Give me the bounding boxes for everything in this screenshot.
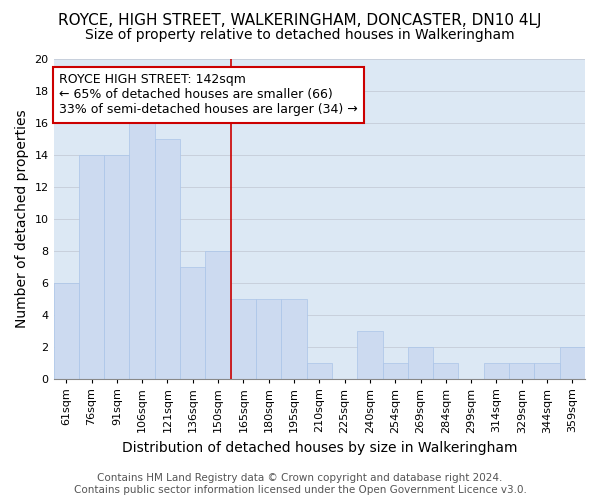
Text: ROYCE HIGH STREET: 142sqm
← 65% of detached houses are smaller (66)
33% of semi-: ROYCE HIGH STREET: 142sqm ← 65% of detac…: [59, 74, 358, 116]
Bar: [560, 346, 585, 378]
Text: ROYCE, HIGH STREET, WALKERINGHAM, DONCASTER, DN10 4LJ: ROYCE, HIGH STREET, WALKERINGHAM, DONCAS…: [58, 12, 542, 28]
Bar: [205, 250, 230, 378]
Bar: [433, 362, 458, 378]
Bar: [509, 362, 535, 378]
Text: Size of property relative to detached houses in Walkeringham: Size of property relative to detached ho…: [85, 28, 515, 42]
Bar: [256, 298, 281, 378]
Bar: [79, 155, 104, 378]
Bar: [408, 346, 433, 378]
Bar: [307, 362, 332, 378]
Bar: [130, 107, 155, 378]
Bar: [180, 266, 205, 378]
Text: Contains HM Land Registry data © Crown copyright and database right 2024.
Contai: Contains HM Land Registry data © Crown c…: [74, 474, 526, 495]
Bar: [281, 298, 307, 378]
Bar: [484, 362, 509, 378]
Bar: [230, 298, 256, 378]
Bar: [357, 330, 383, 378]
Bar: [53, 282, 79, 378]
Bar: [535, 362, 560, 378]
Bar: [383, 362, 408, 378]
X-axis label: Distribution of detached houses by size in Walkeringham: Distribution of detached houses by size …: [122, 441, 517, 455]
Y-axis label: Number of detached properties: Number of detached properties: [15, 110, 29, 328]
Bar: [155, 139, 180, 378]
Bar: [104, 155, 130, 378]
